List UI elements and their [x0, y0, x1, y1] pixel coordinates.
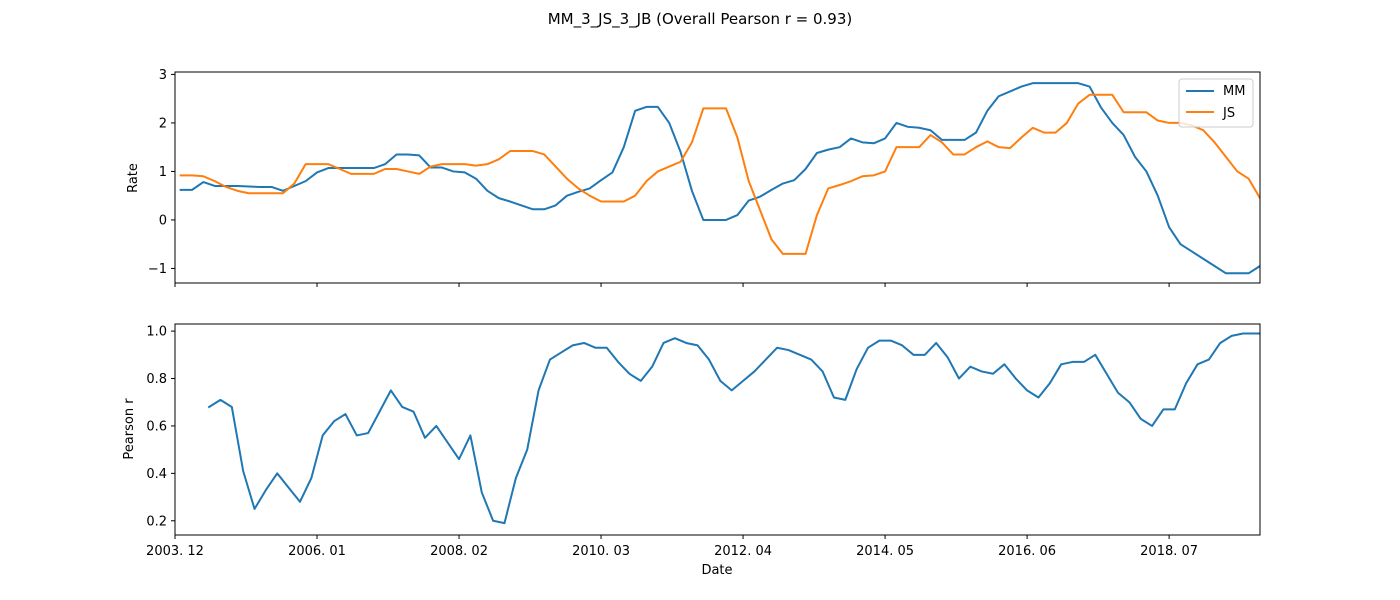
- rate-series-line-mm: [179, 82, 1260, 275]
- rate-y-tick-label: 1: [159, 165, 167, 180]
- pearson-y-axis-label: Pearson r: [122, 398, 137, 460]
- rate-y-axis-label: Rate: [126, 163, 141, 193]
- legend: MM JS: [1178, 78, 1254, 128]
- pearson-plot-area: [175, 324, 1260, 535]
- figure-title: MM_3_JS_3_JB (Overall Pearson r = 0.93): [548, 10, 853, 29]
- legend-label-js: JS: [1222, 106, 1235, 121]
- pearson-series-lines: [207, 332, 1260, 525]
- pearson-series-line-pearson: [207, 332, 1260, 525]
- rate-y-tick-label: 3: [159, 68, 167, 83]
- rate-plot-frame: [174, 71, 1261, 284]
- x-tick-label: 2008. 02: [430, 544, 488, 559]
- rate-plot-area: [175, 72, 1260, 283]
- x-axis-label: Date: [701, 563, 732, 578]
- legend-label-mm: MM: [1223, 84, 1245, 99]
- x-tick-label: 2016. 06: [998, 544, 1056, 559]
- pearson-y-ticks: 0.2 0.4 0.6 0.8 1.0: [146, 325, 175, 529]
- pearson-y-tick-label: 0.2: [146, 514, 167, 529]
- pearson-panel: 0.2 0.4 0.6 0.8 1.0 2003. 12 2006. 01 2008. 02…: [122, 323, 1261, 578]
- pearson-y-tick-label: 0.8: [146, 372, 167, 387]
- rate-x-ticks: [174, 283, 1170, 287]
- pearson-y-tick-label: 0.6: [146, 419, 167, 434]
- x-tick-label: 2012. 04: [714, 544, 772, 559]
- x-tick-label: 2006. 01: [288, 544, 346, 559]
- rate-panel: −1 0 1 2 3 Rate MM JS: [126, 68, 1261, 287]
- pearson-y-tick-label: 0.4: [146, 467, 167, 482]
- rate-series-line-js: [179, 93, 1260, 255]
- pearson-y-tick-label: 1.0: [146, 325, 167, 340]
- rate-y-tick-label: −1: [148, 262, 167, 277]
- rate-series-lines: [179, 82, 1260, 275]
- rate-y-tick-label: 2: [159, 116, 167, 131]
- rate-y-ticks: −1 0 1 2 3: [148, 68, 175, 277]
- x-tick-label: 2003. 12: [146, 544, 204, 559]
- rate-y-tick-label: 0: [159, 213, 167, 228]
- pearson-x-ticks: 2003. 12 2006. 01 2008. 02 2010. 03 2012. 04…: [146, 535, 1198, 559]
- x-tick-label: 2018. 07: [1140, 544, 1198, 559]
- x-tick-label: 2010. 03: [572, 544, 630, 559]
- pearson-plot-frame: [174, 323, 1261, 536]
- x-tick-label: 2014. 05: [856, 544, 914, 559]
